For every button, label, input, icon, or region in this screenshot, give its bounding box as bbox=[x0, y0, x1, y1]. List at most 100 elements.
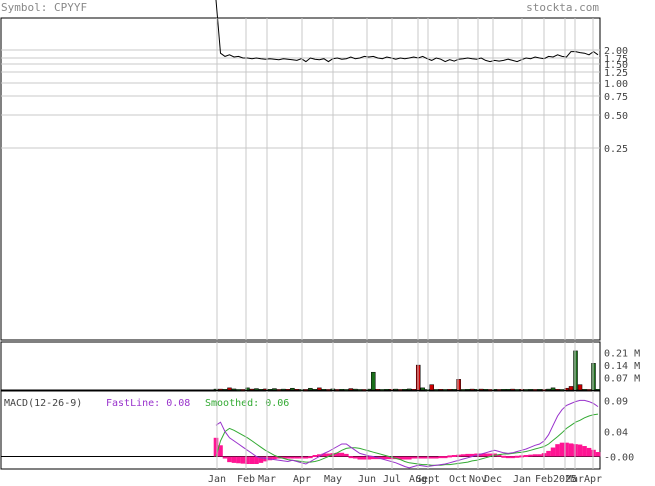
macd-frame bbox=[0, 390, 601, 470]
x-tick-label: Mar bbox=[566, 474, 584, 485]
macd-histogram-bar bbox=[447, 455, 452, 458]
volume-bar bbox=[469, 388, 475, 391]
macd-histogram-bar bbox=[528, 454, 533, 457]
macd-histogram-bar bbox=[460, 454, 466, 457]
volume-bar bbox=[402, 389, 408, 391]
volume-bar bbox=[442, 389, 448, 391]
macd-histogram-bar bbox=[236, 456, 241, 464]
macd-histogram-bar bbox=[402, 456, 408, 460]
volume-bar bbox=[254, 388, 259, 391]
macd-histogram-bar bbox=[532, 454, 538, 457]
volume-bar bbox=[537, 389, 542, 391]
volume-bar bbox=[496, 389, 502, 391]
volume-bar bbox=[595, 389, 601, 391]
volume-bar bbox=[510, 388, 515, 391]
macd-histogram-bar bbox=[285, 456, 291, 459]
y-tick-label: 1.00 bbox=[604, 79, 628, 90]
macd-histogram-bar bbox=[384, 456, 390, 460]
macd-histogram-bar bbox=[523, 455, 529, 458]
volume-bar bbox=[375, 389, 381, 391]
volume-bar bbox=[487, 389, 493, 391]
site-label: stockta.com bbox=[526, 1, 599, 14]
macd-histogram-bar bbox=[258, 456, 264, 463]
volume-bar bbox=[339, 389, 345, 391]
volume-bar bbox=[272, 388, 277, 391]
volume-bar bbox=[384, 389, 390, 391]
volume-bar bbox=[276, 389, 282, 391]
volume-bar bbox=[258, 389, 264, 391]
x-tick-label: Nov bbox=[469, 474, 487, 485]
volume-bar bbox=[299, 389, 304, 391]
volume-bar bbox=[591, 363, 596, 391]
volume-bar bbox=[371, 371, 376, 391]
volume-bar bbox=[505, 389, 511, 391]
macd-histogram-bar bbox=[438, 456, 444, 459]
macd-histogram-bar bbox=[577, 444, 583, 457]
macd-histogram-bar bbox=[312, 455, 318, 458]
x-tick-label: Jul bbox=[383, 474, 401, 485]
volume-bar bbox=[218, 388, 223, 391]
volume-bar bbox=[411, 389, 416, 391]
volume-bar bbox=[294, 389, 300, 391]
x-tick-label: Dec bbox=[484, 474, 502, 485]
volume-bar bbox=[321, 389, 327, 391]
volume-bar bbox=[438, 389, 443, 391]
x-tick-label: Jan bbox=[513, 474, 531, 485]
macd-smooth-label: Smoothed: 0.06 bbox=[205, 398, 289, 409]
volume-bar bbox=[362, 389, 367, 391]
volume-bar bbox=[285, 389, 291, 391]
volume-bar bbox=[249, 388, 255, 391]
x-tick-label: Apr bbox=[293, 474, 311, 485]
volume-bar bbox=[344, 389, 349, 391]
macd-histogram-bar bbox=[559, 442, 565, 457]
macd-histogram-bar bbox=[420, 456, 426, 459]
macd-histogram-bar bbox=[451, 455, 457, 458]
macd-histogram-bar bbox=[546, 450, 551, 457]
volume-tick-label: 0.21 M bbox=[604, 349, 640, 360]
macd-histogram-bar bbox=[582, 446, 587, 457]
macd-histogram-bar bbox=[231, 456, 237, 463]
volume-bar bbox=[406, 388, 412, 391]
macd-histogram-bar bbox=[321, 453, 327, 457]
volume-tick-label: 0.14 M bbox=[604, 361, 640, 372]
volume-bar bbox=[528, 389, 533, 391]
x-tick-label: Feb bbox=[535, 474, 553, 485]
volume-bar bbox=[483, 389, 488, 391]
price-frame bbox=[0, 17, 601, 341]
volume-bar bbox=[546, 388, 551, 391]
x-tick-label: Mar bbox=[258, 474, 276, 485]
macd-histogram-bar bbox=[339, 452, 345, 457]
macd-histogram-bar bbox=[222, 456, 228, 459]
macd-histogram-bar bbox=[406, 456, 412, 460]
macd-histogram-bar bbox=[308, 456, 313, 459]
x-tick-label: Aug bbox=[409, 474, 427, 485]
volume-bar bbox=[231, 388, 237, 391]
volume-bar bbox=[456, 379, 461, 391]
volume-bar bbox=[398, 389, 403, 391]
macd-histogram-bar bbox=[442, 456, 448, 459]
macd-histogram-bar bbox=[411, 456, 417, 459]
x-tick-label: Jan bbox=[208, 474, 226, 485]
macd-histogram-bar bbox=[218, 445, 223, 457]
volume-bar bbox=[389, 389, 394, 391]
volume-bar bbox=[424, 389, 430, 391]
volume-bar bbox=[245, 387, 250, 391]
macd-histogram-bar bbox=[514, 455, 520, 458]
macd-histogram-bar bbox=[366, 456, 372, 460]
macd-histogram-bar bbox=[299, 456, 304, 459]
volume-bar bbox=[568, 386, 574, 391]
volume-bar bbox=[573, 350, 578, 391]
volume-frame bbox=[0, 341, 601, 391]
x-tick-label: Jun bbox=[358, 474, 376, 485]
y-tick-label: 0.50 bbox=[604, 111, 628, 122]
macd-histogram-bar bbox=[397, 456, 403, 460]
volume-bar bbox=[559, 389, 565, 391]
volume-bar bbox=[281, 388, 286, 391]
y-tick-label: 1.50 bbox=[604, 60, 628, 71]
macd-histogram-bar bbox=[254, 456, 259, 465]
volume-bar bbox=[433, 389, 439, 391]
volume-bar bbox=[290, 387, 295, 391]
macd-histogram-bar bbox=[388, 456, 394, 460]
macd-histogram-bar bbox=[465, 453, 470, 457]
macd-histogram-bar bbox=[591, 449, 596, 457]
